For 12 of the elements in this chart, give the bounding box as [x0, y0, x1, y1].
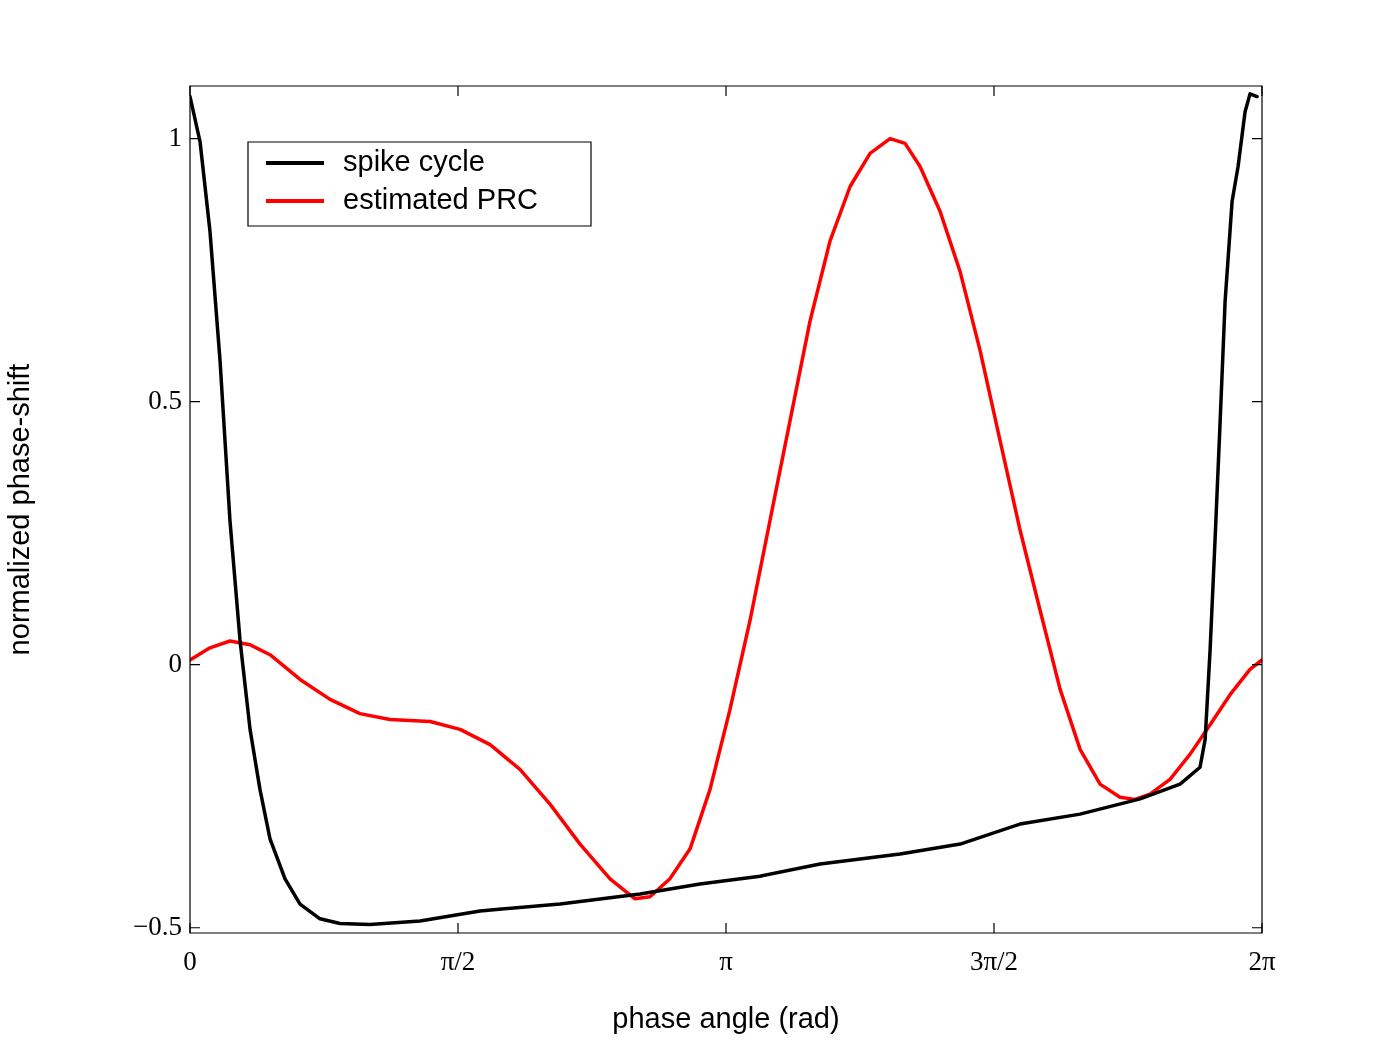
y-axis-title: normalized phase-shift: [3, 363, 36, 656]
x-axis-title: phase angle (rad): [612, 1001, 840, 1034]
x-tick-label: 2π: [1248, 946, 1276, 977]
x-tick-label: π: [719, 946, 734, 977]
y-tick-label: 1: [168, 121, 182, 152]
y-tick-label: 0: [168, 647, 182, 678]
legend-label: spike cycle: [343, 145, 485, 177]
x-tick-label: 3π/2: [969, 946, 1019, 977]
legend-label: estimated PRC: [343, 183, 539, 215]
y-tick-label: −0.5: [133, 910, 182, 941]
x-tick-label: π/2: [440, 946, 476, 977]
y-tick-label: 0.5: [148, 384, 182, 415]
